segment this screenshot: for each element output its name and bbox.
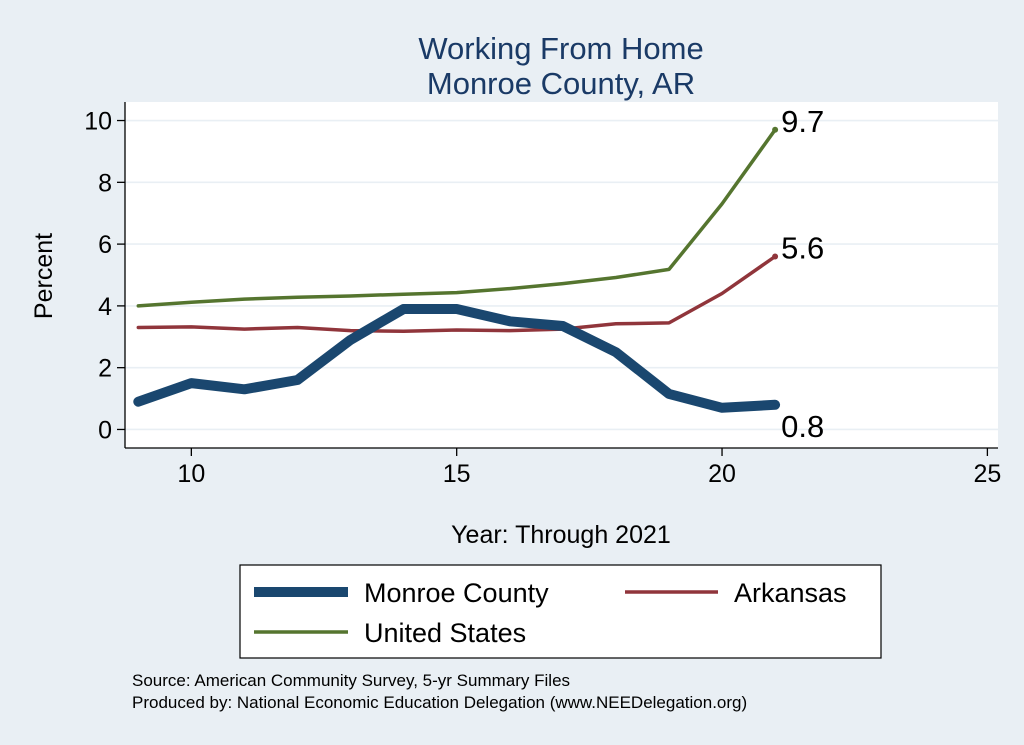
chart-title-line-2: Monroe County, AR — [427, 66, 695, 101]
chart-title-line-1: Working From Home — [418, 31, 703, 66]
united-states-end-marker — [772, 126, 779, 133]
x-tick-label: 25 — [973, 460, 1001, 488]
y-tick-label: 6 — [98, 231, 112, 259]
x-tick-label: 10 — [177, 460, 205, 488]
legend: Monroe County Arkansas United States — [254, 578, 847, 648]
monroe-county-end-label: 0.8 — [781, 409, 824, 444]
source-note: Source: American Community Survey, 5-yr … — [132, 671, 570, 690]
arkansas-line — [136, 254, 777, 333]
end-labels: 9.7 5.6 0.8 — [781, 104, 824, 444]
y-tick-label: 4 — [98, 293, 112, 321]
gridlines — [125, 119, 998, 431]
y-tick-label: 2 — [98, 355, 112, 383]
arkansas-end-label: 5.6 — [781, 230, 824, 265]
x-tick-label: 20 — [708, 460, 736, 488]
y-axis-title: Percent — [30, 233, 58, 319]
united-states-line — [136, 128, 777, 308]
y-tick-label: 0 — [98, 416, 112, 444]
legend-label-monroe-county: Monroe County — [364, 578, 549, 608]
x-axis-title: Year: Through 2021 — [451, 521, 671, 549]
legend-label-united-states: United States — [364, 618, 526, 648]
legend-box — [239, 564, 882, 659]
legend-label-arkansas: Arkansas — [734, 578, 847, 608]
y-tick-label: 10 — [84, 108, 112, 136]
series-lines — [133, 126, 781, 413]
axes: 0 2 4 6 8 10 10 15 20 25 — [84, 102, 1001, 488]
y-tick-label: 8 — [98, 169, 112, 197]
plot-area — [125, 102, 998, 448]
x-tick-label: 15 — [443, 460, 471, 488]
monroe-county-line — [133, 304, 781, 413]
arkansas-end-marker — [772, 253, 779, 260]
produced-by-note: Produced by: National Economic Education… — [132, 693, 747, 712]
united-states-end-label: 9.7 — [781, 104, 824, 139]
